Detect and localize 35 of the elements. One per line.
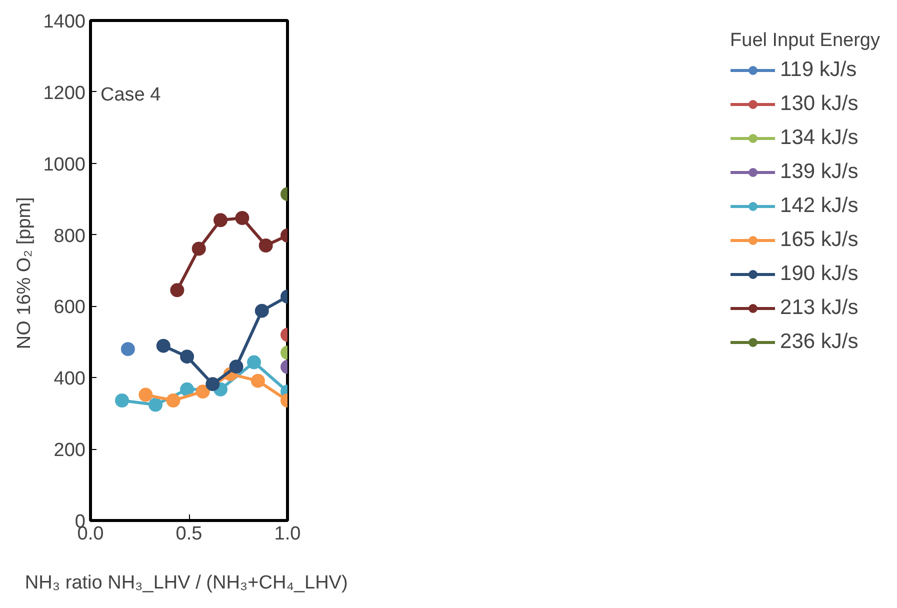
legend-label: 236 kJ/s <box>780 329 858 355</box>
x-axis-title: NH₃ ratio NH₃_LHV / (NH₃+CH₄_LHV) <box>24 572 348 594</box>
legend-label: 119 kJ/s <box>780 57 857 83</box>
point <box>120 342 135 356</box>
y-axis-title: NO 16% O₂ [ppm] <box>14 197 36 350</box>
legend-title: Fuel Input Energy <box>730 30 880 52</box>
y-tick-label: 1400 <box>43 12 86 32</box>
point <box>206 377 220 392</box>
legend-label: 213 kJ/s <box>780 295 858 321</box>
legend-label: 130 kJ/s <box>780 91 858 117</box>
legend-label: 165 kJ/s <box>780 227 858 253</box>
point <box>166 394 180 408</box>
point <box>138 388 153 402</box>
point <box>192 242 206 256</box>
legend-label: 190 kJ/s <box>780 261 858 287</box>
legend-label: 142 kJ/s <box>780 193 858 219</box>
y-tick-label: 600 <box>54 297 86 318</box>
point <box>148 398 163 412</box>
y-tick-label: 200 <box>54 440 86 462</box>
point <box>214 213 228 228</box>
y-tick-label: 1000 <box>43 154 86 176</box>
x-tick-label: 0.5 <box>176 524 202 544</box>
point <box>196 384 210 399</box>
point <box>115 394 130 408</box>
point <box>180 350 194 364</box>
annotation: Case 4 <box>100 84 162 106</box>
legend-label: 139 kJ/s <box>780 159 858 185</box>
x-tick-label: 1.0 <box>274 524 301 544</box>
point <box>156 338 170 353</box>
point <box>180 382 194 396</box>
y-tick-label: 800 <box>54 226 86 247</box>
y-tick-label: 400 <box>54 368 86 390</box>
point <box>170 283 184 298</box>
y-tick-label: 1200 <box>43 82 86 104</box>
legend-label: 134 kJ/s <box>780 125 858 151</box>
